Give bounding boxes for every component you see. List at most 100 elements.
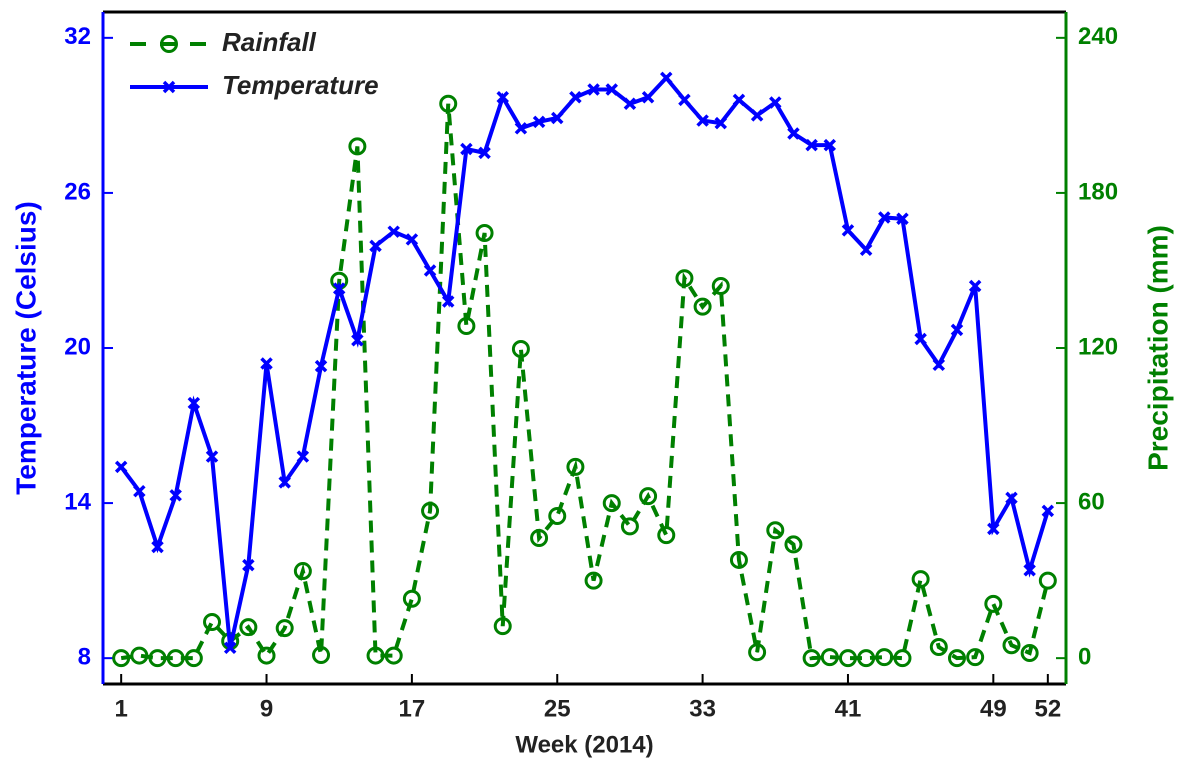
data-point	[711, 276, 730, 295]
data-point	[203, 612, 222, 631]
data-point	[859, 243, 873, 257]
data-point	[929, 638, 948, 657]
data-point	[475, 223, 494, 242]
data-point	[820, 648, 839, 667]
data-point	[875, 648, 894, 667]
data-point	[148, 649, 167, 668]
data-point	[750, 109, 764, 122]
data-point	[838, 649, 857, 668]
legend: Rainfall Temperature	[130, 27, 379, 100]
x-axis-label: Week (2014)	[515, 731, 653, 758]
data-point	[678, 93, 691, 107]
data-point	[769, 96, 782, 109]
data-point	[1005, 491, 1018, 505]
data-point	[511, 340, 530, 359]
data-point	[239, 618, 258, 637]
data-point	[133, 484, 146, 498]
data-point	[805, 138, 818, 152]
data-point	[387, 225, 400, 238]
data-point	[748, 643, 767, 662]
data-point	[351, 334, 364, 347]
data-point	[675, 269, 694, 288]
data-point	[532, 115, 546, 129]
data-point	[478, 146, 491, 160]
series-line	[119, 74, 1050, 649]
data-point	[551, 111, 564, 125]
data-point	[166, 649, 185, 668]
data-point	[457, 317, 476, 336]
data-point	[784, 535, 803, 554]
data-point	[878, 211, 891, 224]
data-point	[441, 295, 455, 308]
data-point	[584, 571, 603, 590]
data-point	[423, 264, 437, 277]
data-point	[366, 646, 385, 665]
data-point	[714, 116, 728, 130]
data-point	[314, 359, 328, 373]
data-point	[893, 649, 912, 668]
data-point	[493, 617, 512, 636]
data-point	[296, 450, 310, 463]
data-point	[1041, 504, 1055, 518]
x-tick-label: 49	[980, 695, 1007, 722]
data-point	[332, 282, 346, 295]
x-tick-label: 9	[260, 695, 273, 722]
data-point	[1038, 571, 1057, 590]
data-point	[184, 649, 203, 668]
x-tick-label: 33	[689, 695, 716, 722]
data-point	[242, 558, 255, 572]
data-point	[460, 142, 473, 156]
data-point	[587, 83, 600, 96]
data-point	[569, 91, 582, 104]
data-point	[766, 521, 785, 540]
data-point	[421, 501, 440, 520]
x-tick-label: 17	[399, 695, 426, 722]
data-point	[278, 476, 291, 489]
data-point	[530, 528, 549, 547]
legend-marker	[162, 80, 176, 94]
data-point	[787, 127, 800, 140]
data-point	[312, 646, 331, 665]
data-point	[914, 332, 927, 346]
series-line	[120, 103, 1050, 661]
y-tick-label: 8	[78, 643, 91, 670]
y-tick-label: 32	[64, 23, 91, 50]
data-point	[369, 239, 382, 253]
data-point	[641, 91, 655, 104]
data-point	[802, 649, 821, 668]
data-point	[439, 94, 458, 113]
data-point	[169, 489, 182, 502]
data-point	[932, 358, 946, 372]
data-point	[348, 137, 367, 156]
data-point	[1002, 636, 1021, 655]
legend-label: Rainfall	[222, 27, 317, 57]
data-point	[293, 562, 312, 581]
data-point	[1023, 564, 1036, 577]
data-point	[966, 648, 985, 667]
data-point	[947, 649, 966, 668]
data-point	[405, 233, 419, 246]
x-tick-label: 52	[1034, 695, 1061, 722]
y2-tick-label: 0	[1078, 643, 1091, 670]
data-point	[657, 526, 676, 545]
data-point	[602, 494, 621, 513]
data-point	[693, 297, 712, 316]
data-point	[620, 517, 639, 536]
data-point	[566, 457, 585, 476]
data-point	[130, 646, 149, 665]
x-tick-label: 41	[835, 695, 862, 722]
data-point	[257, 646, 276, 665]
data-point	[384, 646, 403, 665]
data-point	[729, 550, 748, 569]
y-tick-label: 20	[64, 333, 91, 360]
y2-axis-label: Precipitation (mm)	[1142, 225, 1173, 471]
data-point	[841, 224, 855, 237]
y-tick-label: 14	[64, 488, 91, 515]
data-point	[696, 114, 709, 127]
y-axis-label: Temperature (Celsius)	[10, 201, 41, 495]
y2-tick-label: 60	[1078, 488, 1105, 515]
data-point	[514, 122, 528, 135]
data-point	[260, 357, 273, 370]
data-point	[911, 570, 930, 589]
